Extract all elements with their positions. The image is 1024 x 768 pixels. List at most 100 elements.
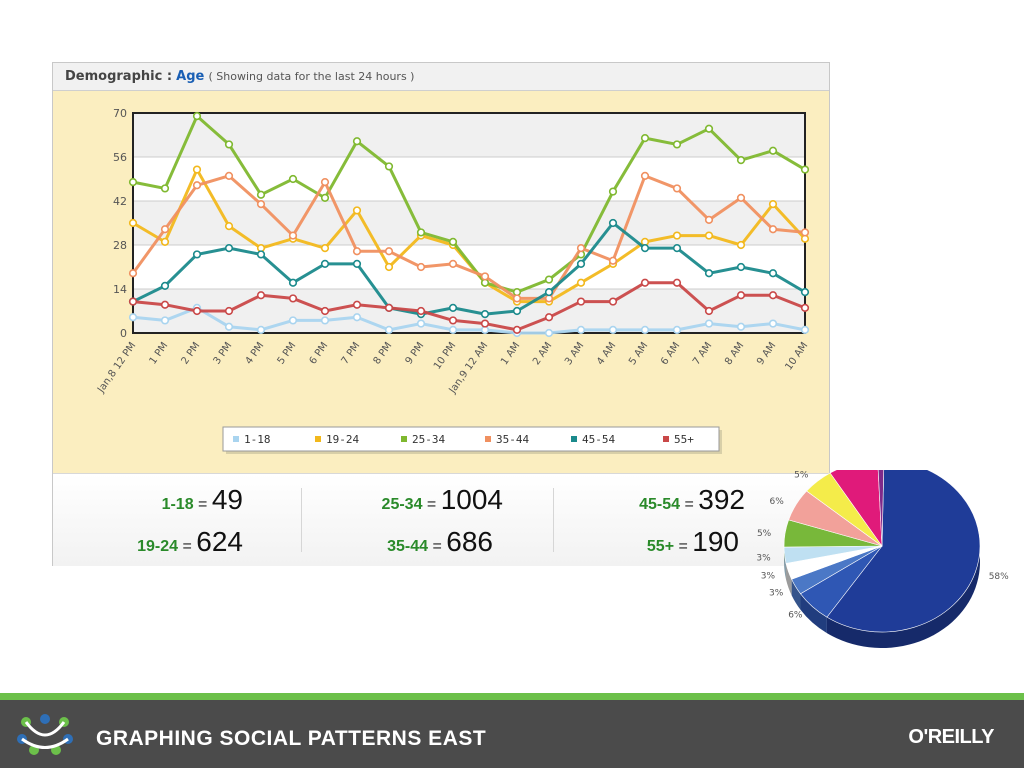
data-point-35-44	[608, 256, 618, 265]
data-point-25-34	[768, 146, 778, 155]
legend-swatch-1-18	[233, 436, 239, 442]
legend-swatch-35-44	[485, 436, 491, 442]
data-point-1-18	[352, 313, 362, 322]
data-point-55+	[160, 300, 170, 309]
data-point-1-18	[544, 328, 554, 338]
network-logo-icon	[17, 714, 73, 755]
data-point-55+	[736, 291, 746, 300]
data-point-35-44	[352, 247, 362, 256]
x-tick-label: 10 PM	[432, 340, 459, 371]
stat-1-18: 1-18 = 49	[161, 484, 243, 515]
data-point-55+	[512, 325, 522, 334]
data-point-55+	[192, 306, 202, 316]
x-tick-label: 5 AM	[627, 340, 650, 367]
data-point-25-34	[384, 162, 394, 171]
data-point-25-34	[192, 112, 202, 121]
data-point-45-54	[704, 269, 714, 278]
pie-slice-label: 6%	[769, 497, 784, 507]
data-point-45-54	[192, 250, 202, 259]
header-note: ( Showing data for the last 24 hours )	[208, 70, 415, 83]
data-point-45-54	[480, 310, 490, 319]
y-tick-label: 42	[113, 195, 127, 208]
oreilly-logo: O'REILLY	[908, 726, 994, 748]
data-point-55+	[416, 306, 426, 316]
header-value[interactable]: Age	[176, 69, 205, 84]
x-tick-label: 4 PM	[244, 340, 267, 366]
data-point-19-24	[160, 237, 170, 246]
pie-slice-label: 5%	[757, 529, 772, 539]
data-point-55+	[320, 306, 330, 316]
data-point-35-44	[288, 231, 298, 240]
stat-45-54: 45-54 = 392	[639, 484, 745, 515]
stat-key: 35-44	[387, 538, 429, 555]
series-line-55+	[132, 281, 806, 332]
data-point-55+	[768, 291, 778, 300]
data-point-19-24	[736, 240, 746, 250]
y-tick-label: 28	[113, 239, 127, 252]
stat-value: 190	[692, 526, 739, 557]
legend-swatch-55+	[663, 436, 669, 442]
legend-label-19-24: 19-24	[326, 433, 359, 446]
data-point-1-18	[640, 325, 650, 334]
pie-slice-label: 58%	[989, 572, 1009, 582]
footer-title: GRAPHING SOCIAL PATTERNS EAST	[96, 727, 487, 750]
pie-slice-label: 6%	[788, 611, 803, 621]
data-point-25-34	[288, 174, 298, 184]
data-point-45-54	[512, 306, 522, 316]
data-point-55+	[224, 306, 234, 316]
data-point-45-54	[768, 269, 778, 278]
data-point-45-54	[288, 278, 298, 287]
pie-slice-label: 3%	[756, 553, 771, 563]
data-point-1-18	[160, 316, 170, 325]
demographic-panel: Demographic : Age ( Showing data for the…	[52, 62, 830, 566]
x-tick-label: 1 PM	[148, 340, 171, 366]
data-point-45-54	[672, 244, 682, 253]
x-tick-label: 2 PM	[180, 340, 203, 366]
data-point-25-34	[160, 184, 170, 193]
data-point-55+	[704, 306, 714, 316]
x-tick-label: 6 PM	[308, 340, 331, 366]
stat-25-34: 25-34 = 1004	[381, 484, 503, 515]
data-point-19-24	[704, 231, 714, 240]
data-point-25-34	[736, 156, 746, 165]
data-point-1-18	[224, 322, 234, 331]
legend-swatch-45-54	[571, 436, 577, 442]
data-point-1-18	[576, 325, 586, 334]
data-point-55+	[256, 291, 266, 300]
x-tick-label: Jan,8 12 PM	[95, 340, 138, 395]
data-point-35-44	[256, 200, 266, 209]
legend-label-25-34: 25-34	[412, 433, 445, 446]
data-point-35-44	[448, 259, 458, 268]
data-point-25-34	[544, 275, 554, 284]
series-line-45-54	[132, 221, 806, 316]
series-line-35-44	[131, 174, 806, 300]
data-point-35-44	[512, 294, 522, 303]
stat-55-plus: 55+ = 190	[646, 526, 739, 557]
data-point-19-24	[352, 206, 362, 215]
summary-totals: 1-18 = 49 19-24 = 624 25-34 = 1004 35-44…	[53, 473, 829, 566]
data-point-35-44	[672, 184, 682, 193]
data-point-19-24	[192, 165, 202, 174]
stat-35-44: 35-44 = 686	[387, 526, 493, 557]
data-point-1-18	[608, 325, 618, 334]
pie-slice	[826, 470, 981, 633]
data-point-55+	[384, 303, 394, 312]
stat-key: 45-54	[639, 496, 681, 513]
data-point-35-44	[192, 181, 202, 190]
stat-19-24: 19-24 = 624	[137, 526, 243, 557]
x-tick-label: 10 AM	[783, 340, 810, 372]
data-point-45-54	[544, 288, 554, 297]
data-point-55+	[640, 278, 650, 287]
data-point-35-44	[320, 178, 330, 187]
data-point-45-54	[320, 259, 330, 268]
stat-key: 55+	[646, 538, 675, 555]
divider	[553, 488, 554, 552]
data-point-35-44	[704, 215, 714, 224]
data-point-35-44	[640, 171, 650, 180]
stat-value: 1004	[440, 484, 503, 515]
data-point-25-34	[352, 137, 362, 146]
data-point-45-54	[448, 303, 458, 312]
data-point-45-54	[800, 288, 810, 297]
y-tick-label: 70	[113, 107, 127, 120]
data-point-25-34	[224, 140, 234, 149]
